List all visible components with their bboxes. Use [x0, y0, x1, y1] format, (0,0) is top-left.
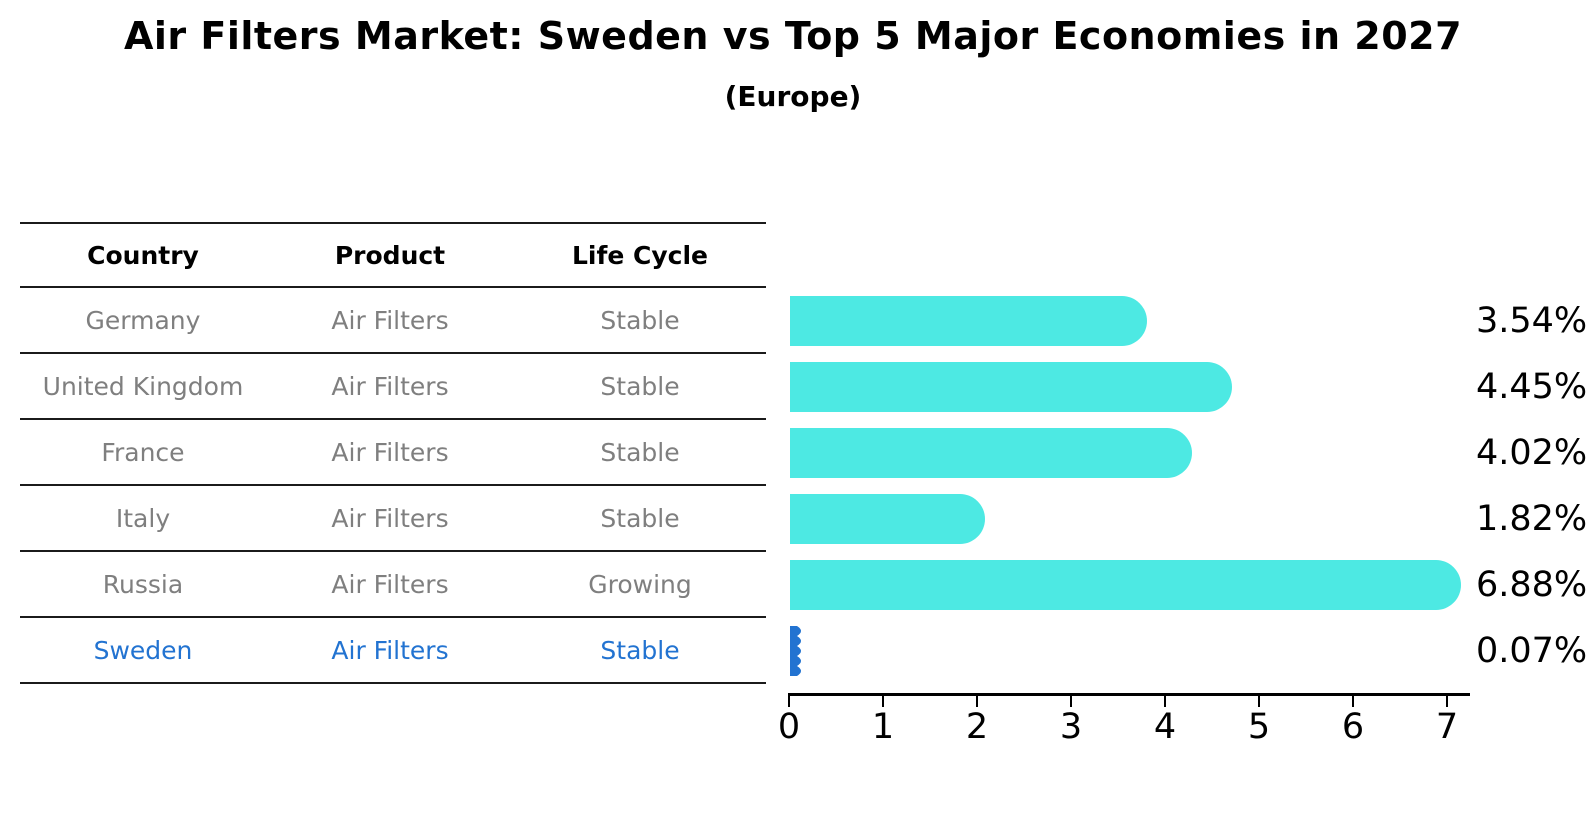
bar-row — [790, 288, 1480, 354]
x-axis-tick-label: 7 — [1435, 707, 1459, 747]
x-axis-tick-label: 4 — [1153, 707, 1177, 747]
bar — [790, 296, 1147, 346]
table-cell-life-cycle: Stable — [600, 437, 680, 467]
x-axis-tick-label: 6 — [1341, 707, 1365, 747]
table-row: Russia Air Filters Growing — [20, 552, 766, 618]
bar-value-label: 6.88% — [1476, 565, 1586, 605]
table-cell-country: Russia — [102, 569, 184, 599]
table-cell-life-cycle: Stable — [600, 503, 680, 533]
x-axis-tick — [1258, 696, 1260, 707]
chart-subtitle: (Europe) — [724, 80, 862, 113]
table-cell-country: Italy — [115, 503, 171, 533]
comparison-table: Country Product Life Cycle Germany Air F… — [20, 222, 766, 684]
bar — [790, 494, 986, 544]
x-axis-line — [788, 693, 1470, 696]
table-cell-life-cycle: Stable — [600, 305, 680, 335]
bar-row — [790, 552, 1480, 618]
x-axis-tick — [1352, 696, 1354, 707]
table-row: Italy Air Filters Stable — [20, 486, 766, 552]
bar-value-labels: 3.54% 4.45% 4.02% 1.82% 6.88% 0.07% — [1476, 288, 1586, 684]
table-row: United Kingdom Air Filters Stable — [20, 354, 766, 420]
bar — [790, 428, 1192, 478]
table-cell-product: Air Filters — [331, 371, 449, 401]
table-row: Germany Air Filters Stable — [20, 288, 766, 354]
table-cell-country: Sweden — [93, 635, 193, 665]
x-axis-tick — [976, 696, 978, 707]
x-axis-tick-label: 0 — [777, 707, 801, 747]
bar-value-label: 0.07% — [1476, 631, 1586, 671]
bar — [790, 560, 1461, 610]
table-row: Sweden Air Filters Stable — [20, 618, 766, 684]
x-axis-tick — [788, 696, 790, 707]
x-axis-tick-label: 2 — [965, 707, 989, 747]
bar-value-label: 1.82% — [1476, 499, 1586, 539]
table-cell-country: Germany — [85, 305, 201, 335]
x-axis-tick — [1446, 696, 1448, 707]
table-cell-life-cycle: Stable — [600, 635, 680, 665]
bar — [790, 626, 805, 676]
highlight-bar-shape — [790, 626, 801, 676]
x-axis-tick-label: 1 — [871, 707, 895, 747]
table-cell-product: Air Filters — [331, 437, 449, 467]
bar-value-label: 4.45% — [1476, 367, 1586, 407]
x-axis-tick — [882, 696, 884, 707]
table-cell-product: Air Filters — [331, 635, 449, 665]
x-axis-tick — [1164, 696, 1166, 707]
chart-title: Air Filters Market: Sweden vs Top 5 Majo… — [123, 14, 1463, 58]
table-cell-life-cycle: Stable — [600, 371, 680, 401]
table-cell-country: France — [101, 437, 185, 467]
table-header-row: Country Product Life Cycle — [20, 222, 766, 288]
table-cell-product: Air Filters — [331, 305, 449, 335]
table-header-country: Country — [87, 240, 199, 270]
bar-row — [790, 420, 1480, 486]
table-header-product: Product — [334, 240, 446, 270]
bar-chart — [790, 288, 1480, 684]
table-row: France Air Filters Stable — [20, 420, 766, 486]
x-axis-tick-label: 3 — [1059, 707, 1083, 747]
bar-value-label: 4.02% — [1476, 433, 1586, 473]
bar-value-label: 3.54% — [1476, 301, 1586, 341]
bar-row — [790, 618, 1480, 684]
table-cell-country: United Kingdom — [42, 371, 244, 401]
x-axis: 0 1 2 3 4 5 6 7 — [778, 693, 1470, 753]
table-header-life-cycle: Life Cycle — [571, 240, 709, 270]
table-cell-product: Air Filters — [331, 569, 449, 599]
table-cell-life-cycle: Growing — [588, 569, 692, 599]
x-axis-tick — [1070, 696, 1072, 707]
bar — [790, 362, 1233, 412]
bar-row — [790, 354, 1480, 420]
table-cell-product: Air Filters — [331, 503, 449, 533]
bar-row — [790, 486, 1480, 552]
x-axis-tick-label: 5 — [1247, 707, 1271, 747]
